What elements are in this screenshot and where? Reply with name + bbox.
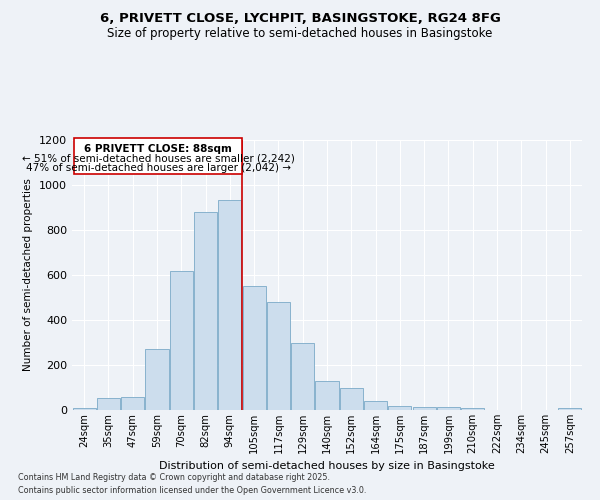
Text: Contains HM Land Registry data © Crown copyright and database right 2025.: Contains HM Land Registry data © Crown c… [18,474,330,482]
Text: 6 PRIVETT CLOSE: 88sqm: 6 PRIVETT CLOSE: 88sqm [84,144,232,154]
Bar [73,408,95,410]
Bar [364,401,387,410]
Bar [437,408,460,410]
Text: 47% of semi-detached houses are larger (2,042) →: 47% of semi-detached houses are larger (… [26,163,291,173]
Bar [388,406,412,410]
X-axis label: Distribution of semi-detached houses by size in Basingstoke: Distribution of semi-detached houses by … [159,462,495,471]
Text: Contains public sector information licensed under the Open Government Licence v3: Contains public sector information licen… [18,486,367,495]
Bar [267,302,290,410]
Bar [413,406,436,410]
Text: ← 51% of semi-detached houses are smaller (2,242): ← 51% of semi-detached houses are smalle… [22,154,295,164]
Bar [340,388,363,410]
Bar [461,408,484,410]
Bar [145,349,169,410]
Text: Size of property relative to semi-detached houses in Basingstoke: Size of property relative to semi-detach… [107,28,493,40]
Bar [170,270,193,410]
Bar [316,381,338,410]
Bar [194,212,217,410]
Y-axis label: Number of semi-detached properties: Number of semi-detached properties [23,178,34,372]
Bar [97,398,120,410]
Bar [74,138,242,174]
Bar [218,200,241,410]
Bar [291,342,314,410]
Bar [559,408,581,410]
Bar [242,286,266,410]
Bar [121,396,144,410]
Text: 6, PRIVETT CLOSE, LYCHPIT, BASINGSTOKE, RG24 8FG: 6, PRIVETT CLOSE, LYCHPIT, BASINGSTOKE, … [100,12,500,26]
